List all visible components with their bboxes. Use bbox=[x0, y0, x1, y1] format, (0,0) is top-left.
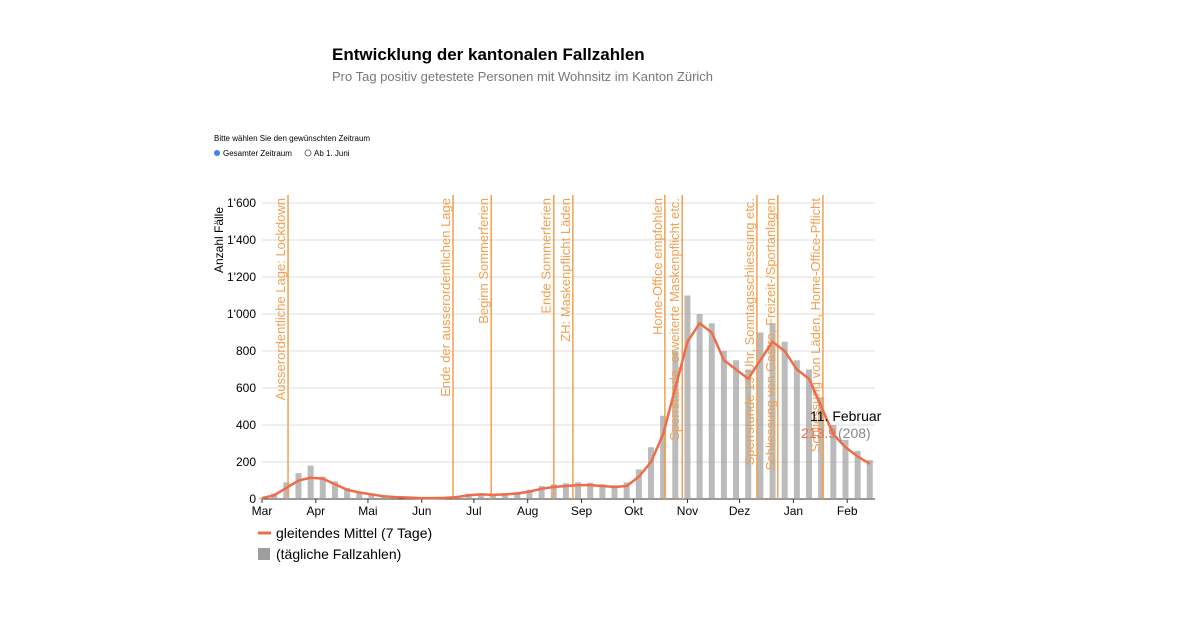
y-tick-label: 200 bbox=[236, 455, 256, 469]
x-tick-label: Sep bbox=[571, 504, 593, 518]
x-tick-label: Mai bbox=[358, 504, 377, 518]
event-label: Ende der ausserordentlichen Lage bbox=[438, 198, 453, 397]
event-label: Schliessung von Läden, Home-Office-Pflic… bbox=[808, 198, 823, 452]
x-tick-label: Jun bbox=[412, 504, 431, 518]
bar bbox=[818, 397, 825, 499]
selector-prompt: Bitte wählen Sie den gewünschten Zeitrau… bbox=[214, 134, 370, 143]
radio-label[interactable]: Ab 1. Juni bbox=[314, 149, 350, 158]
bar bbox=[587, 482, 594, 499]
bar bbox=[708, 323, 715, 499]
y-tick-label: 1'200 bbox=[227, 270, 256, 284]
avg-line bbox=[261, 321, 871, 500]
bar bbox=[344, 487, 351, 499]
bar bbox=[781, 341, 788, 499]
bar bbox=[806, 369, 813, 499]
radio-label[interactable]: Gesamter Zeitraum bbox=[223, 149, 292, 158]
bar bbox=[599, 484, 606, 499]
bar bbox=[696, 314, 703, 499]
event-label: Schliessung von Gastro, Freizeit-/Sporta… bbox=[763, 198, 778, 470]
x-tick-label: Okt bbox=[624, 504, 643, 518]
event-label: Sperrstunde, erweiterte Maskenpflicht et… bbox=[667, 198, 682, 441]
x-tick-label: Jul bbox=[466, 504, 481, 518]
y-tick-label: 600 bbox=[236, 381, 256, 395]
y-tick-label: 1'000 bbox=[227, 307, 256, 321]
bar bbox=[672, 351, 679, 499]
bar bbox=[720, 351, 727, 499]
bar bbox=[477, 493, 484, 499]
bar bbox=[647, 447, 654, 499]
bar bbox=[526, 489, 533, 499]
y-tick-label: 0 bbox=[249, 492, 256, 506]
radio[interactable] bbox=[304, 149, 312, 157]
bar bbox=[575, 482, 582, 499]
bar bbox=[538, 486, 545, 499]
y-tick-label: 1'400 bbox=[227, 233, 256, 247]
bar bbox=[295, 473, 302, 499]
x-tick-label: Dez bbox=[729, 504, 750, 518]
bar bbox=[356, 491, 363, 499]
radio-selected[interactable] bbox=[214, 150, 220, 156]
x-tick-label: Apr bbox=[306, 504, 325, 518]
annotation-daily: (208) bbox=[838, 425, 871, 441]
event-label: Ausserordentliche Lage: Lockdown bbox=[273, 198, 288, 400]
bar bbox=[562, 483, 569, 499]
legend-label: gleitendes Mittel (7 Tage) bbox=[276, 525, 432, 541]
bar bbox=[502, 493, 509, 499]
subtitle: Pro Tag positiv getestete Personen mit W… bbox=[332, 69, 713, 84]
bar bbox=[331, 481, 338, 499]
event-label: Ende Sommerferien bbox=[539, 198, 554, 314]
y-tick-label: 400 bbox=[236, 418, 256, 432]
legend-label: (tägliche Fallzahlen) bbox=[276, 546, 401, 562]
bar bbox=[745, 369, 752, 499]
bar bbox=[684, 295, 691, 499]
event-label: ZH: Maskenpflicht Läden bbox=[558, 198, 573, 342]
bar bbox=[866, 460, 873, 499]
bar bbox=[842, 439, 849, 499]
bar bbox=[307, 465, 314, 499]
x-tick-label: Mar bbox=[252, 504, 273, 518]
bar bbox=[757, 332, 764, 499]
bar bbox=[368, 493, 375, 499]
bar bbox=[660, 415, 667, 499]
event-label: Sperrstunde 19 Uhr, Sonntagsschliessung … bbox=[742, 198, 757, 465]
event-label: Home-Office empfohlen bbox=[650, 198, 665, 335]
x-tick-label: Aug bbox=[517, 504, 538, 518]
x-tick-label: Nov bbox=[677, 504, 698, 518]
bar bbox=[854, 450, 861, 499]
bar bbox=[259, 497, 265, 499]
event-label: Beginn Sommerferien bbox=[476, 198, 491, 324]
y-tick-label: 800 bbox=[236, 344, 256, 358]
bar bbox=[319, 476, 326, 499]
bar bbox=[830, 425, 837, 499]
x-tick-label: Feb bbox=[837, 504, 858, 518]
annotation-date: 11. Februar bbox=[810, 408, 882, 424]
bar bbox=[611, 485, 618, 499]
bar bbox=[283, 482, 290, 499]
bar bbox=[623, 482, 630, 499]
title: Entwicklung der kantonalen Fallzahlen bbox=[332, 45, 645, 64]
bar bbox=[489, 494, 496, 499]
bar bbox=[769, 323, 776, 499]
bar bbox=[635, 469, 642, 499]
y-axis-label: Anzahl Fälle bbox=[212, 207, 226, 273]
bar bbox=[733, 360, 740, 499]
x-tick-label: Jan bbox=[784, 504, 803, 518]
y-tick-label: 1'600 bbox=[227, 196, 256, 210]
bar bbox=[793, 360, 800, 499]
legend-swatch bbox=[258, 548, 270, 560]
bar bbox=[514, 491, 521, 499]
annotation-avg: 213.9 bbox=[801, 425, 836, 441]
